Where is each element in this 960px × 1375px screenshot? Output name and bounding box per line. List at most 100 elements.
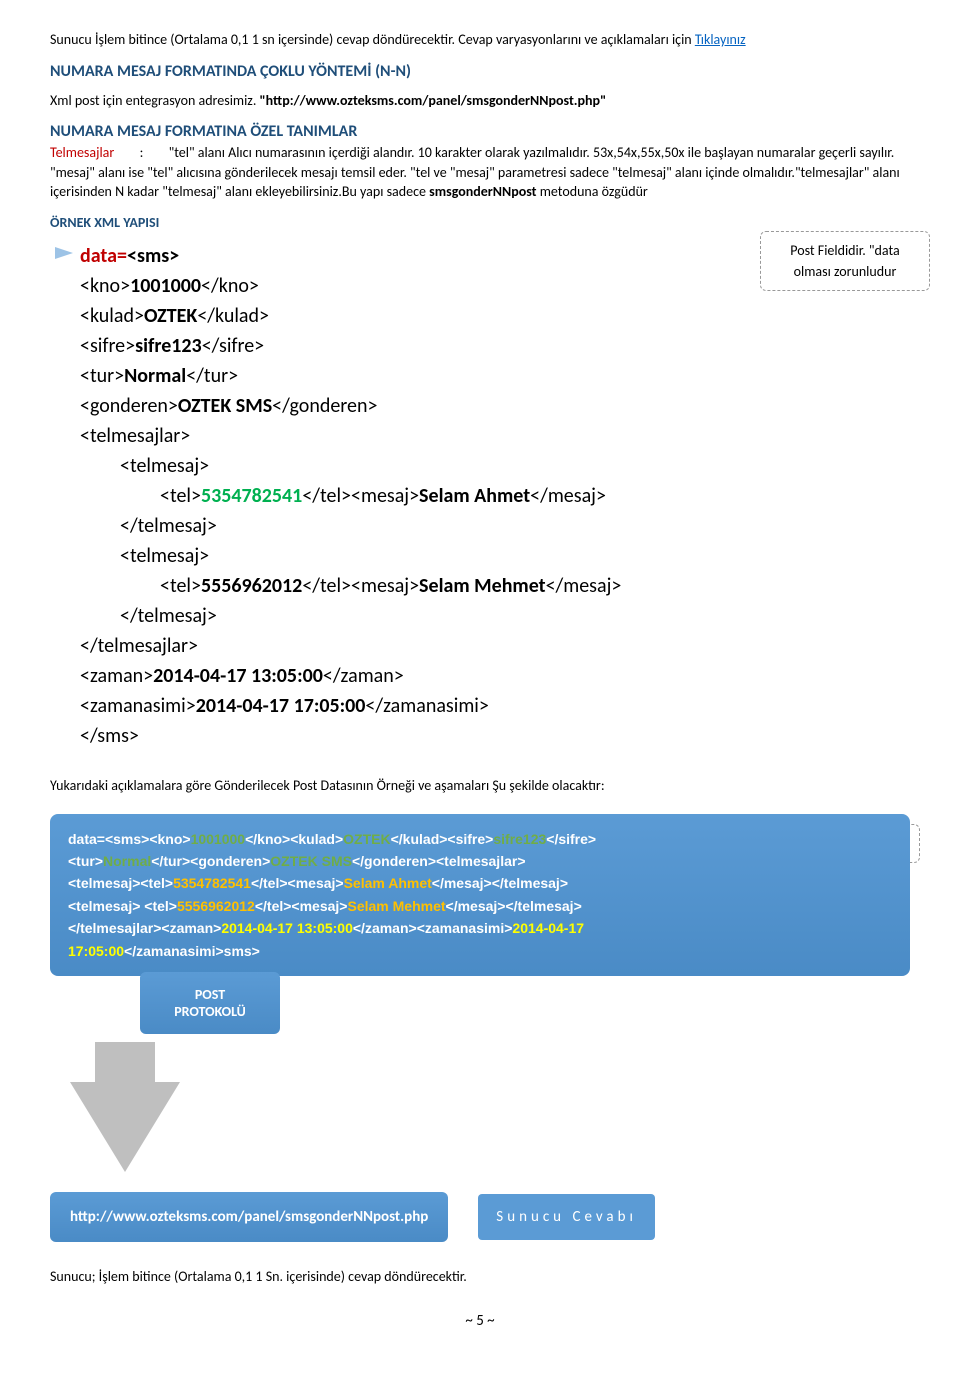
t: <tel> [160, 484, 201, 508]
s: 1001000 [191, 831, 246, 847]
xml-sms-open: <sms> [127, 244, 179, 268]
v: 5556962012 [201, 574, 302, 598]
down-arrow-shape [50, 1042, 910, 1172]
s: OZTEK SMS [270, 853, 352, 869]
s: </mesaj></telmesaj> [432, 875, 568, 891]
click-link[interactable]: Tıklayınız [695, 31, 746, 48]
xml-line-kulad: <kulad>OZTEK</kulad> [80, 301, 910, 331]
arrow-left-icon [55, 247, 73, 259]
s: 2014-04-17 13:05:00 [221, 920, 353, 936]
post-line-4: <telmesaj> <tel>5556962012</tel><mesaj>S… [68, 895, 892, 917]
xml-line-tur: <tur>Normal</tur> [80, 361, 910, 391]
xml-line-telmesaj2-open: <telmesaj> [80, 541, 910, 571]
v: 5354782541 [201, 484, 302, 508]
s: <telmesaj> <tel> [68, 898, 177, 914]
xml-line-zaman: <zaman>2014-04-17 13:05:00</zaman> [80, 661, 910, 691]
s: </sifre> [546, 831, 596, 847]
xml-line-telmesajlar-close: </telmesajlar> [80, 631, 910, 661]
s: <tur> [68, 853, 103, 869]
t: </tel> [302, 484, 351, 508]
s: 2014-04-17 [512, 920, 584, 936]
bottom-row: http://www.ozteksms.com/panel/smsgonderN… [50, 1192, 910, 1242]
v: OZTEK [144, 304, 197, 328]
s: </kulad><sifre> [391, 831, 494, 847]
xml-addr-label: Xml post için entegrasyon adresimiz. [50, 92, 260, 109]
s: Selam Mehmet [347, 898, 445, 914]
t: <gonderen> [80, 394, 178, 418]
t: <kno> [80, 274, 130, 298]
s: 5556962012 [177, 898, 255, 914]
t: <mesaj> [351, 574, 419, 598]
xml-data-eq: data= [80, 244, 127, 268]
post-string-section: POST STRING data=<sms><kno>1001000</kno>… [50, 814, 910, 976]
def-colon: : [140, 144, 144, 161]
bottom-paragraph: Sunucu; İşlem bitince (Ortalama 0,1 1 Sn… [50, 1267, 910, 1287]
def-tail: metoduna özgüdür [537, 183, 648, 200]
v: 2014-04-17 17:05:00 [196, 694, 366, 718]
telmesajlar-definition: Telmesajlar : "tel" alanı Alıcı numarası… [50, 143, 910, 202]
intro-text: Sunucu İşlem bitince (Ortalama 0,1 1 sn … [50, 31, 695, 48]
xml-line-telmesaj1-close: </telmesaj> [80, 511, 910, 541]
post-line-6: 17:05:00</zamanasimi>sms> [68, 940, 892, 962]
s: </kno><kulad> [245, 831, 343, 847]
v: Selam Mehmet [419, 574, 546, 598]
arrow-head-icon [70, 1082, 180, 1172]
post-data-box: data=<sms><kno>1001000</kno><kulad>OZTEK… [50, 814, 910, 976]
intro-paragraph: Sunucu İşlem bitince (Ortalama 0,1 1 sn … [50, 30, 910, 50]
post-line-5: </telmesajlar><zaman>2014-04-17 13:05:00… [68, 917, 892, 939]
post-line-1: data=<sms><kno>1001000</kno><kulad>OZTEK… [68, 828, 892, 850]
t: </mesaj> [546, 574, 622, 598]
s: Normal [103, 853, 151, 869]
t: <tur> [80, 364, 124, 388]
t: <kulad> [80, 304, 144, 328]
t: <zaman> [80, 664, 153, 688]
t: <tel> [160, 574, 201, 598]
xml-line-telmesaj1-open: <telmesaj> [80, 451, 910, 481]
s: <telmesaj><tel> [68, 875, 173, 891]
t: <zamanasimi> [80, 694, 196, 718]
xml-line-tel1: <tel>5354782541</tel><mesaj>Selam Ahmet<… [80, 481, 910, 511]
t: </kulad> [197, 304, 269, 328]
server-reply-box: Sunucu Cevabı [478, 1194, 655, 1240]
s: Selam Ahmet [344, 875, 432, 891]
xml-line-zamanasimi: <zamanasimi>2014-04-17 17:05:00</zamanas… [80, 691, 910, 721]
s: </zamanasimi>sms> [124, 943, 260, 959]
page-number: ~ 5 ~ [50, 1312, 910, 1330]
telmesajlar-label: Telmesajlar [50, 144, 114, 161]
xml-example-block: Post Fieldidir. "data olması zorunludur … [80, 241, 910, 751]
callout-text: Post Fieldidir. "data olması zorunludur [790, 242, 899, 280]
heading-nn-method: NUMARA MESAJ FORMATINDA ÇOKLU YÖNTEMİ (N… [50, 62, 910, 81]
xml-line-telmesajlar-open: <telmesajlar> [80, 421, 910, 451]
ornek-xml-heading: ÖRNEK XML YAPISI [50, 214, 910, 231]
v: 1001000 [130, 274, 201, 298]
v: Selam Ahmet [419, 484, 530, 508]
heading-definitions: NUMARA MESAJ FORMATINA ÖZEL TANIMLAR [50, 122, 910, 141]
callout-post-field: Post Fieldidir. "data olması zorunludur [760, 231, 930, 291]
below-xml-para: Yukarıdaki açıklamalara göre Gönderilece… [50, 776, 910, 796]
xml-line-gonderen: <gonderen>OZTEK SMS</gonderen> [80, 391, 910, 421]
v: 2014-04-17 13:05:00 [153, 664, 323, 688]
s: </tel><mesaj> [251, 875, 344, 891]
t: </tel> [302, 574, 351, 598]
s: 5354782541 [173, 875, 251, 891]
t: <mesaj> [351, 484, 419, 508]
post-line-3: <telmesaj><tel>5354782541</tel><mesaj>Se… [68, 872, 892, 894]
t: <sifre> [80, 334, 135, 358]
s: sifre123 [493, 831, 546, 847]
t: </zaman> [323, 664, 404, 688]
xml-addr-url: "http://www.ozteksms.com/panel/smsgonder… [260, 92, 607, 109]
xml-line-sifre: <sifre>sifre123</sifre> [80, 331, 910, 361]
def-method-name: smsgonderNNpost [429, 183, 536, 200]
v: OZTEK SMS [178, 394, 272, 418]
v: Normal [124, 364, 186, 388]
s: </tur><gonderen> [151, 853, 270, 869]
t: </mesaj> [530, 484, 606, 508]
t: </sifre> [202, 334, 264, 358]
s: OZTEK [343, 831, 390, 847]
s: </zaman><zamanasimi> [353, 920, 513, 936]
s: </tel><mesaj> [255, 898, 348, 914]
t: </tur> [186, 364, 238, 388]
xml-line-sms-close: </sms> [80, 721, 910, 751]
s: data=<sms><kno> [68, 831, 191, 847]
xml-line-telmesaj2-close: </telmesaj> [80, 601, 910, 631]
